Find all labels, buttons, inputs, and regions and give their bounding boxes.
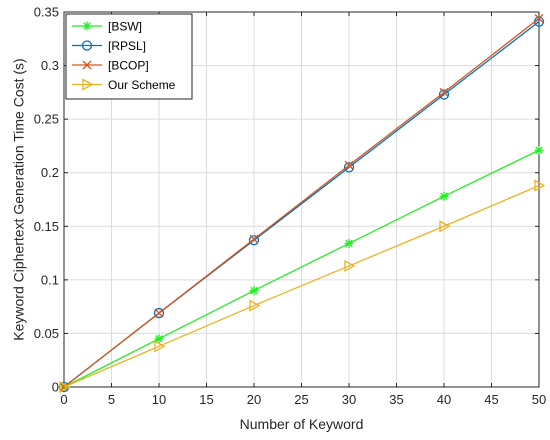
legend-label: [BSW] (108, 20, 142, 34)
legend: [BSW] [RPSL] [BCOP] Our Scheme (65, 13, 193, 100)
circle-marker (153, 307, 165, 319)
legend-label: [RPSL] (108, 39, 146, 53)
circle-marker (438, 89, 450, 100)
asterisk-marker (249, 286, 259, 296)
circle-marker (248, 235, 260, 246)
y-tick-label: 0.3 (41, 58, 59, 73)
legend-label: [BCOP] (108, 59, 149, 73)
asterisk-marker (344, 238, 354, 248)
series-line (63, 17, 540, 388)
x-marker (82, 60, 92, 70)
x-marker (344, 160, 354, 170)
legend-entry: Our Scheme (72, 78, 176, 92)
circle-marker (81, 40, 93, 51)
x-marker (59, 382, 69, 392)
y-tick-label: 0.05 (34, 326, 59, 341)
series-layer (58, 13, 546, 394)
asterisk-marker (439, 191, 449, 201)
x-tick-label: 20 (247, 392, 261, 407)
triangle-right-marker (154, 340, 166, 353)
triangle-right-marker (82, 78, 94, 91)
y-tick-label: 0.1 (41, 272, 59, 287)
y-axis-title: Keyword Ciphertext Generation Time Cost … (11, 58, 27, 340)
series-line (63, 184, 540, 388)
legend-label: Our Scheme (108, 78, 176, 92)
x-tick-label: 15 (199, 392, 213, 407)
x-axis-title: Number of Keyword (240, 416, 364, 432)
x-tick-label: 5 (108, 392, 115, 407)
x-marker (154, 308, 164, 318)
legend-entry: [BCOP] (72, 59, 149, 73)
series-3 (59, 179, 546, 394)
triangle-right-marker (534, 179, 546, 192)
x-tick-label: 50 (532, 392, 546, 407)
x-tick-label: 35 (389, 392, 403, 407)
legend-entry: [RPSL] (72, 39, 146, 53)
x-tick-label: 25 (294, 392, 308, 407)
x-marker (534, 13, 544, 23)
triangle-right-marker (344, 259, 356, 273)
series-line (63, 149, 540, 388)
y-tick-label: 0.2 (41, 165, 59, 180)
x-tick-label: 45 (484, 392, 498, 407)
asterisk-marker (82, 21, 92, 31)
triangle-right-marker (439, 220, 451, 233)
legend-entry: [BSW] (72, 20, 142, 34)
circle-marker (343, 162, 355, 173)
ticks: 0 5 10 15 20 25 30 35 40 45 50 0 0.05 0.1 0.15 0.2 0.25 0… (34, 5, 547, 408)
x-marker (249, 234, 259, 244)
x-marker (439, 87, 449, 97)
y-tick-label: 0.15 (34, 219, 59, 234)
triangle-right-marker (249, 299, 261, 312)
y-tick-label: 0.25 (34, 112, 59, 127)
asterisk-marker (154, 334, 164, 344)
series-2 (59, 13, 544, 392)
y-tick-label: 0 (52, 380, 59, 395)
asterisk-marker (534, 145, 544, 155)
x-tick-label: 40 (437, 392, 451, 407)
triangle-right-marker (59, 380, 71, 394)
y-tick-label: 0.35 (34, 5, 59, 20)
x-tick-label: 10 (152, 392, 166, 407)
x-tick-label: 30 (342, 392, 356, 407)
x-tick-label: 0 (60, 392, 67, 407)
